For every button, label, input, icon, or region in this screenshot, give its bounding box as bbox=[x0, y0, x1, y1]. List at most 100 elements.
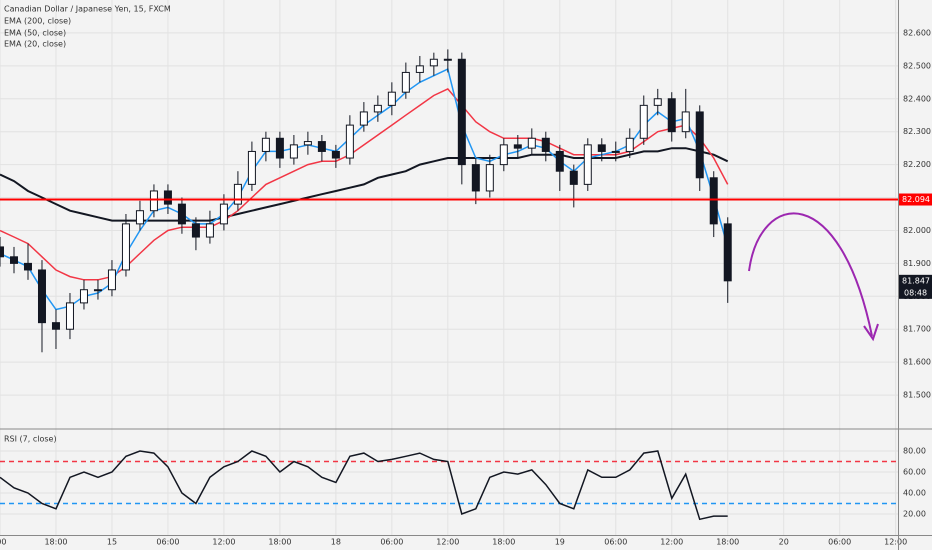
candle-body bbox=[429, 58, 438, 67]
x-tick-label: 06:00 bbox=[380, 538, 403, 547]
candle-body bbox=[485, 164, 494, 192]
candle-body bbox=[51, 322, 60, 330]
x-tick-label: 18:00 bbox=[268, 538, 291, 547]
candle-body bbox=[611, 150, 620, 153]
y-tick-label: 82.200 bbox=[903, 160, 931, 169]
price-tag bbox=[899, 193, 932, 206]
candle-body bbox=[569, 170, 578, 185]
y-tick-label: 82.500 bbox=[903, 61, 931, 70]
legend-entry: EMA (20, close) bbox=[4, 40, 66, 49]
x-tick-label: 18 bbox=[331, 538, 341, 547]
candle-body bbox=[625, 137, 634, 152]
candle-body bbox=[121, 223, 130, 271]
candle-body bbox=[359, 111, 368, 126]
candle-body bbox=[401, 71, 410, 93]
candle-body bbox=[303, 141, 312, 146]
x-tick-label: 18:00 bbox=[492, 538, 515, 547]
candle-body bbox=[23, 262, 32, 271]
candle-body bbox=[331, 150, 340, 159]
candle-body bbox=[79, 289, 88, 304]
candle-body bbox=[667, 98, 676, 133]
x-tick-label: 18:00 bbox=[44, 538, 67, 547]
candle-body bbox=[387, 91, 396, 106]
y-tick-label: 81.500 bbox=[903, 391, 931, 400]
candle-body bbox=[149, 190, 158, 212]
candle-body bbox=[597, 144, 606, 152]
x-tick-label: 12:00 bbox=[660, 538, 683, 547]
ema-line bbox=[0, 87, 729, 281]
candle-body bbox=[37, 269, 46, 324]
candle-body bbox=[191, 223, 200, 238]
candle-body bbox=[555, 150, 564, 172]
candle-body bbox=[135, 210, 144, 225]
candle-body bbox=[289, 144, 298, 159]
x-tick-label: 18:00 bbox=[716, 538, 739, 547]
countdown-label: 08:48 bbox=[904, 288, 927, 297]
candle-body bbox=[709, 177, 718, 225]
candle-body bbox=[499, 144, 508, 166]
last-price-tag bbox=[899, 274, 932, 299]
candle-body bbox=[457, 58, 466, 166]
y-tick-label: 60.00 bbox=[903, 468, 926, 477]
candle-body bbox=[247, 150, 256, 185]
drawing-arc bbox=[748, 212, 873, 337]
x-tick-label: 06:00 bbox=[828, 538, 851, 547]
candle-body bbox=[443, 58, 452, 61]
x-tick-label: 06:00 bbox=[156, 538, 179, 547]
y-tick-label: 81.900 bbox=[903, 259, 931, 268]
x-tick-label: 19 bbox=[555, 538, 565, 547]
x-tick-label: 06:00 bbox=[604, 538, 627, 547]
candle-body bbox=[219, 203, 228, 225]
candle-body bbox=[177, 203, 186, 225]
candle-body bbox=[205, 223, 214, 238]
candle-body bbox=[695, 111, 704, 179]
candle-body bbox=[9, 256, 18, 264]
rsi-line bbox=[0, 450, 728, 521]
y-tick-label: 40.00 bbox=[903, 489, 926, 498]
x-tick-label: :00 bbox=[0, 538, 6, 547]
chart-title: Canadian Dollar / Japanese Yen, 15, FXCM bbox=[4, 5, 171, 14]
y-tick-label: 82.600 bbox=[903, 28, 931, 37]
legend-entry: EMA (50, close) bbox=[4, 29, 66, 38]
y-tick-label: 81.600 bbox=[903, 358, 931, 367]
candle-body bbox=[65, 302, 74, 330]
candle-body bbox=[317, 141, 326, 152]
x-tick-label: 12:00 bbox=[436, 538, 459, 547]
candle-body bbox=[513, 144, 522, 149]
candle-body bbox=[415, 65, 424, 73]
y-tick-label: 81.700 bbox=[903, 325, 931, 334]
candle-body bbox=[107, 269, 116, 291]
rsi-title: RSI (7, close) bbox=[4, 435, 57, 444]
legend-entry: EMA (200, close) bbox=[4, 17, 71, 26]
candle-body bbox=[653, 98, 662, 106]
y-tick-label: 82.300 bbox=[903, 127, 931, 136]
candle-body bbox=[583, 144, 592, 185]
candle-body bbox=[233, 183, 242, 205]
candle-body bbox=[639, 104, 648, 139]
x-tick-label: 12:00 bbox=[212, 538, 235, 547]
candle-body bbox=[471, 164, 480, 192]
candle-body bbox=[723, 223, 732, 282]
candle-body bbox=[527, 137, 536, 149]
y-tick-label: 20.00 bbox=[903, 510, 926, 519]
price-tag-label: 82.094 bbox=[902, 195, 930, 204]
background bbox=[0, 0, 898, 535]
candle-body bbox=[261, 137, 270, 152]
x-tick-label: 15 bbox=[107, 538, 117, 547]
ema-line bbox=[0, 147, 729, 222]
y-tick-label: 82.000 bbox=[903, 226, 931, 235]
last-price-label: 81.847 bbox=[902, 276, 930, 285]
candle-body bbox=[373, 104, 382, 113]
candle-body bbox=[275, 137, 284, 159]
candle-body bbox=[541, 137, 550, 152]
candle-body bbox=[681, 111, 690, 133]
x-tick-label: 12:00 bbox=[884, 538, 907, 547]
candle-body bbox=[0, 246, 4, 258]
drawing-arrowhead bbox=[863, 323, 879, 342]
candle-body bbox=[345, 124, 354, 159]
y-tick-label: 80.00 bbox=[903, 447, 926, 456]
y-tick-label: 82.400 bbox=[903, 94, 931, 103]
candle-body bbox=[93, 289, 102, 292]
x-tick-label: 20 bbox=[779, 538, 789, 547]
